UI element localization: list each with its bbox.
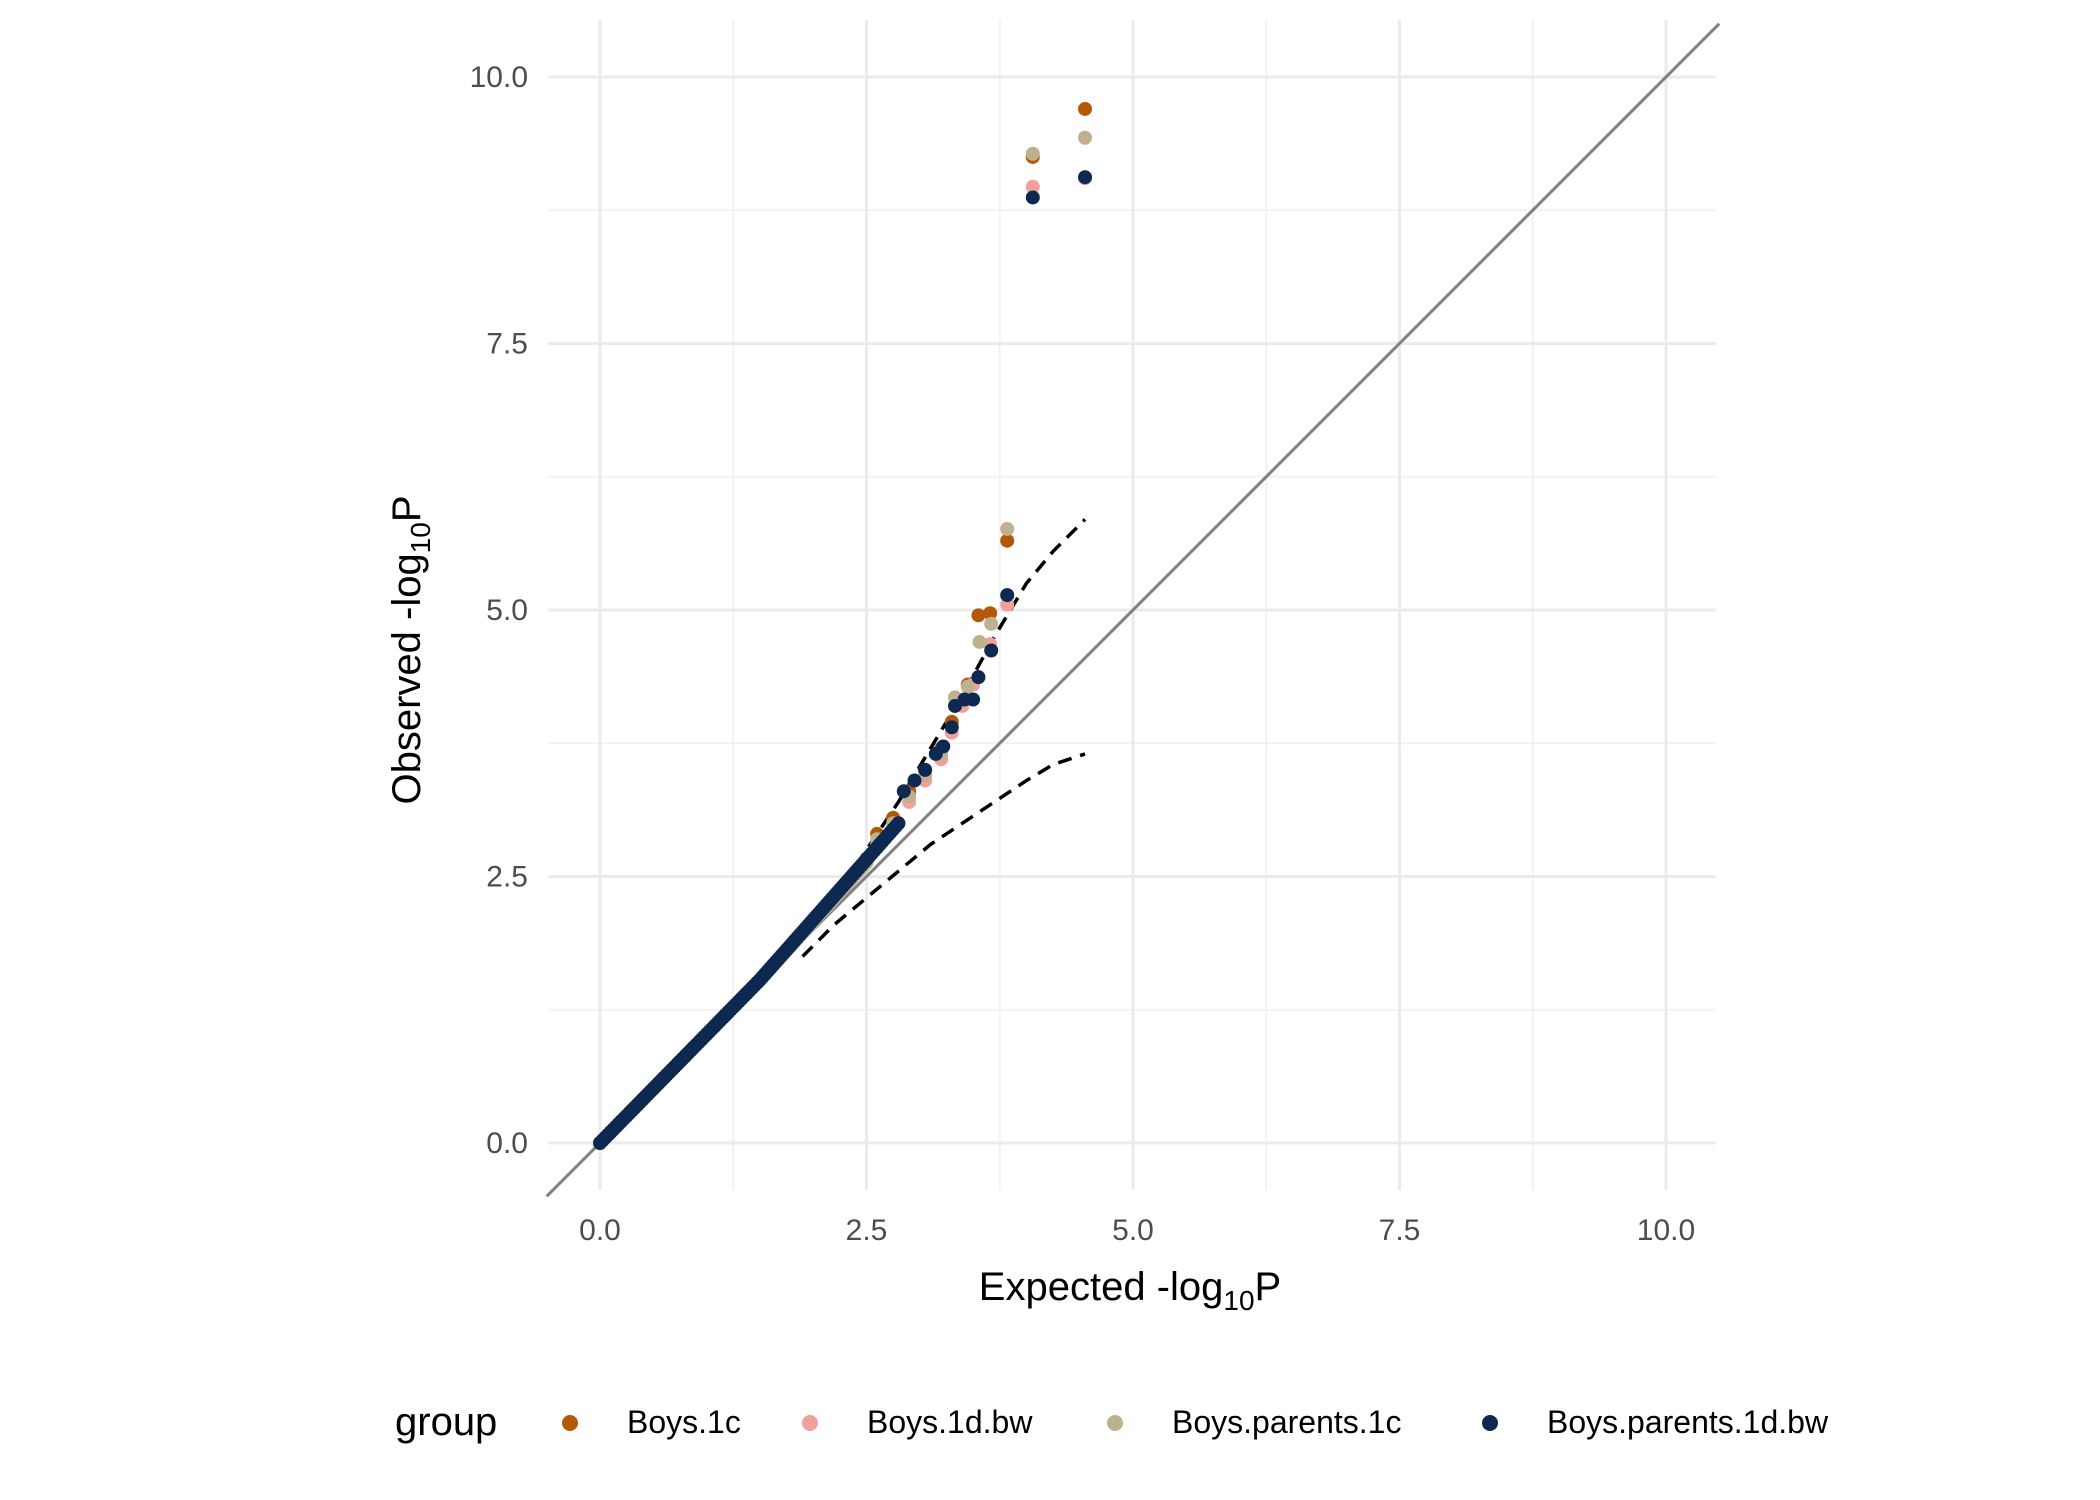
data-point	[918, 762, 933, 777]
y-tick-label: 2.5	[486, 861, 528, 894]
data-point	[1025, 146, 1040, 161]
data-point	[983, 606, 998, 621]
legend-label: Boys.1d.bw	[867, 1404, 1033, 1440]
data-point	[972, 634, 987, 649]
series-Boys.parents.1d.bw	[593, 170, 1093, 1150]
grid-major	[548, 20, 1716, 1190]
data-point	[1078, 170, 1093, 185]
y-tick-label: 7.5	[486, 328, 528, 361]
data-point	[1025, 190, 1040, 205]
x-tick-label: 2.5	[846, 1214, 888, 1247]
x-tick-label: 7.5	[1379, 1214, 1421, 1247]
data-point	[971, 670, 986, 685]
x-tick-label: 0.0	[579, 1214, 621, 1247]
data-points	[593, 101, 1093, 1150]
y-tick-label: 5.0	[486, 594, 528, 627]
series-Boys.1c	[593, 101, 1093, 1150]
data-point	[966, 692, 981, 707]
data-point	[907, 773, 922, 788]
legend-label: Boys.1c	[627, 1404, 741, 1440]
series-Boys.1d.bw	[593, 171, 1093, 1150]
legend-key	[1482, 1415, 1498, 1431]
legend-key	[562, 1415, 578, 1431]
legend: group Boys.1c Boys.1d.bw Boys.parents.1c Bo…	[395, 1400, 1829, 1444]
data-point	[936, 739, 951, 754]
x-axis-title: Expected -log10P	[979, 1265, 1281, 1316]
data-point	[896, 784, 911, 799]
x-tick-labels: 0.0 2.5 5.0 7.5 10.0	[579, 1214, 1695, 1247]
data-point	[1000, 521, 1015, 536]
y-tick-labels: 0.0 2.5 5.0 7.5 10.0	[470, 61, 528, 1160]
legend-label: Boys.parents.1d.bw	[1547, 1404, 1829, 1440]
x-tick-label: 10.0	[1637, 1214, 1695, 1247]
series-Boys.parents.1c	[593, 130, 1093, 1150]
data-point	[960, 679, 975, 694]
data-point	[1000, 597, 1015, 612]
legend-title: group	[395, 1400, 497, 1444]
legend-label: Boys.parents.1c	[1172, 1404, 1401, 1440]
legend-key	[802, 1415, 818, 1431]
data-point	[984, 643, 999, 658]
data-point	[1078, 101, 1093, 116]
data-point	[1000, 588, 1015, 603]
data-point	[1000, 533, 1015, 548]
data-point	[984, 616, 999, 631]
data-point	[944, 720, 959, 735]
data-point	[1078, 130, 1093, 145]
data-point	[891, 816, 906, 831]
x-tick-label: 5.0	[1112, 1214, 1154, 1247]
y-tick-label: 0.0	[486, 1127, 528, 1160]
y-axis-title: Observed -log10P	[385, 495, 436, 804]
legend-key	[1107, 1415, 1123, 1431]
data-point	[971, 608, 986, 623]
y-tick-label: 10.0	[470, 61, 528, 94]
data-point	[1025, 179, 1040, 194]
band-lower	[801, 752, 1086, 958]
